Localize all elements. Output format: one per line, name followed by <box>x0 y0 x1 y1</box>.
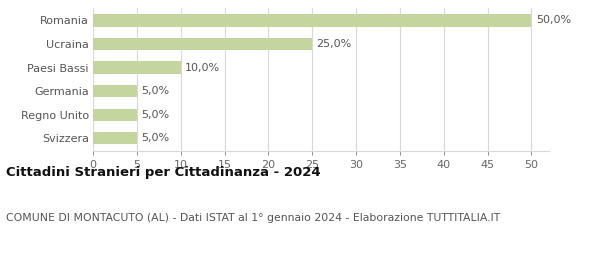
Bar <box>93 38 312 50</box>
Text: 5,0%: 5,0% <box>141 86 169 96</box>
Text: 10,0%: 10,0% <box>185 62 220 73</box>
Bar <box>93 108 137 121</box>
Text: COMUNE DI MONTACUTO (AL) - Dati ISTAT al 1° gennaio 2024 - Elaborazione TUTTITAL: COMUNE DI MONTACUTO (AL) - Dati ISTAT al… <box>6 213 500 223</box>
Text: Cittadini Stranieri per Cittadinanza - 2024: Cittadini Stranieri per Cittadinanza - 2… <box>6 166 320 179</box>
Text: 50,0%: 50,0% <box>536 15 571 25</box>
Bar <box>93 85 137 97</box>
Bar <box>93 61 181 74</box>
Text: 25,0%: 25,0% <box>317 39 352 49</box>
Bar <box>93 14 532 27</box>
Text: 5,0%: 5,0% <box>141 133 169 143</box>
Text: 5,0%: 5,0% <box>141 110 169 120</box>
Bar <box>93 132 137 144</box>
